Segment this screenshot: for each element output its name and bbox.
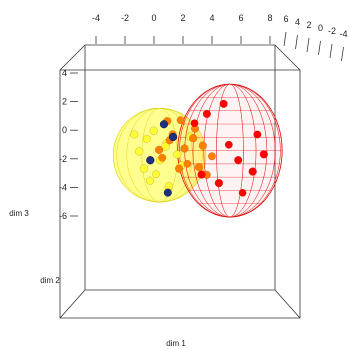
z-axis-ticks: 4 2 0 -2 -4 -6 [59, 68, 78, 221]
point-g2-9 [197, 170, 206, 179]
point-g2-4 [253, 130, 262, 139]
point-g0-0 [134, 147, 144, 156]
y-axis-title: dim 2 [40, 276, 60, 285]
point-g2-5 [234, 156, 243, 165]
bounding-box [59, 44, 301, 319]
y-tick-label-5: -4 [339, 29, 347, 39]
point-g0-7 [152, 170, 160, 179]
point-g3-0 [159, 120, 169, 129]
point-g0-9 [161, 142, 170, 151]
y-tick-mark-2 [306, 37, 310, 53]
point-g2-6 [190, 119, 199, 128]
point-g0-6 [173, 150, 182, 159]
point-g1-12 [176, 116, 185, 125]
y-tick-mark-3 [318, 40, 321, 56]
point-g1-5 [198, 141, 207, 150]
ellipsoid-group-2 [177, 83, 283, 218]
x-tick-label-2: 0 [151, 13, 156, 23]
point-g1-13 [194, 162, 204, 172]
point-g1-2 [158, 153, 167, 162]
z-tick-label-2: 0 [62, 125, 67, 135]
point-g1-4 [174, 164, 184, 173]
point-g0-11 [145, 176, 155, 185]
point-g0-3 [139, 164, 149, 173]
y-tick-mark-0 [283, 31, 287, 47]
point-g1-10 [188, 134, 198, 143]
y-tick-label-4: -2 [328, 26, 336, 36]
point-g2-7 [238, 188, 247, 197]
x-tick-label-4: 4 [209, 13, 214, 23]
point-g1-11 [207, 152, 216, 161]
x-tick-label-0: -4 [92, 13, 100, 23]
x-axis-title: dim 1 [166, 339, 186, 348]
point-g2-2 [248, 167, 257, 176]
y-tick-mark-5 [341, 46, 344, 62]
point-g1-7 [183, 159, 192, 168]
point-g2-3 [214, 178, 224, 188]
point-g3-3 [163, 188, 172, 197]
y-tick-label-3: 0 [318, 23, 323, 33]
z-axis-title: dim 3 [9, 209, 29, 218]
point-g0-1 [142, 134, 151, 143]
x-tick-label-6: 8 [267, 13, 272, 23]
z-tick-label-3: -2 [59, 154, 67, 164]
point-g1-14 [154, 145, 164, 155]
point-g3-2 [146, 156, 155, 165]
y-axis-ticks: 6 4 2 0 -2 -4 [283, 14, 348, 62]
x-tick-label-1: -2 [121, 13, 129, 23]
x-tick-label-3: 2 [180, 13, 185, 23]
point-g1-1 [180, 144, 189, 153]
x-tick-label-5: 6 [238, 13, 243, 23]
point-g3-1 [168, 132, 178, 142]
y-tick-mark-1 [295, 34, 298, 50]
y-tick-label-1: 4 [295, 17, 300, 27]
z-tick-label-5: -6 [59, 211, 67, 221]
data-points [130, 99, 269, 197]
y-tick-label-0: 6 [283, 14, 288, 24]
point-g0-8 [130, 130, 139, 139]
point-g2-0 [202, 109, 211, 119]
point-g0-5 [149, 126, 158, 136]
y-tick-label-2: 2 [306, 20, 311, 30]
z-tick-label-0: 4 [62, 68, 67, 78]
point-g2-10 [259, 150, 269, 159]
x-axis-ticks: -4 -2 0 2 4 6 8 [92, 13, 273, 44]
z-tick-label-4: -4 [59, 182, 67, 192]
z-tick-label-1: 2 [62, 97, 67, 107]
point-g2-8 [219, 99, 228, 108]
y-tick-mark-4 [329, 43, 333, 59]
point-g2-1 [224, 140, 233, 149]
